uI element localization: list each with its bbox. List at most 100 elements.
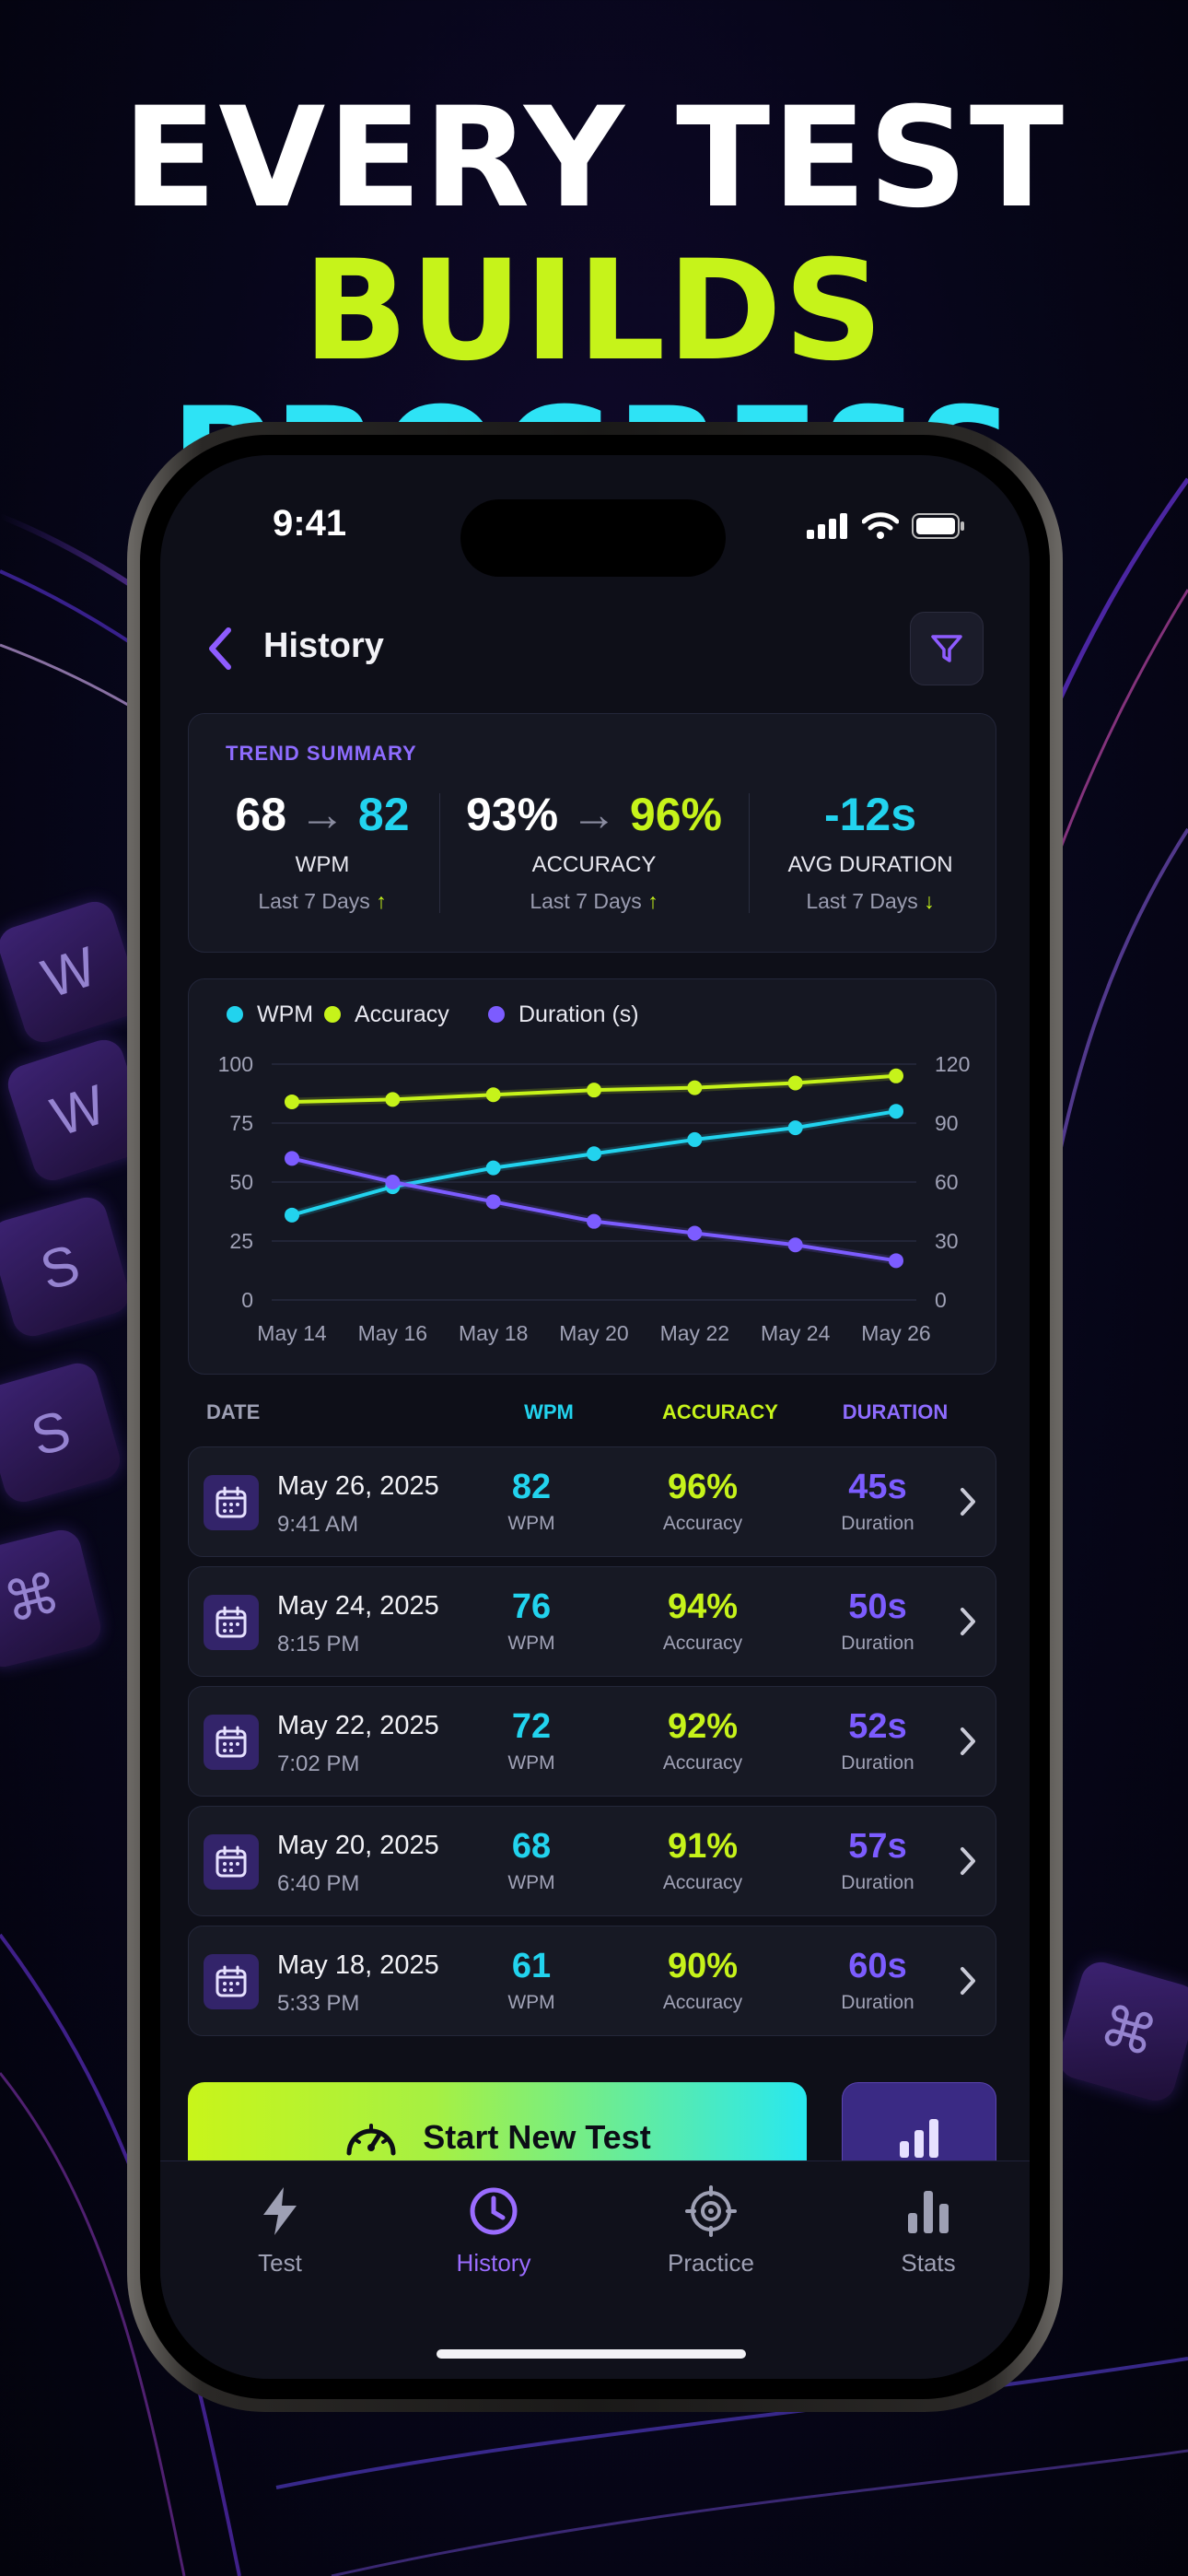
history-row[interactable]: May 18, 2025 5:33 PM 61 WPM 90% Accuracy… bbox=[188, 1926, 996, 2036]
legend-marker bbox=[227, 1006, 243, 1023]
row-duration-label: Duration bbox=[841, 1872, 914, 1893]
row-accuracy-label: Accuracy bbox=[662, 1752, 743, 1774]
row-wpm-value: 72 bbox=[511, 1707, 552, 1746]
calendar-icon bbox=[204, 1954, 259, 2009]
page-title: History bbox=[263, 626, 384, 665]
row-time: 7:02 PM bbox=[277, 1751, 360, 1776]
tab-test[interactable]: Test bbox=[188, 2185, 372, 2277]
history-row[interactable]: May 20, 2025 6:40 PM 68 WPM 91% Accuracy… bbox=[188, 1806, 996, 1916]
row-wpm: 68 WPM bbox=[458, 1827, 605, 1894]
battery-icon bbox=[912, 513, 964, 539]
keycap-label: W bbox=[34, 934, 104, 1010]
data-point-duration-s- bbox=[385, 1175, 401, 1189]
header-duration: DURATION bbox=[842, 1400, 949, 1423]
header-accuracy: ACCURACY bbox=[662, 1400, 778, 1423]
trend-up-icon: ↑ bbox=[647, 889, 658, 913]
tab-history[interactable]: History bbox=[402, 2185, 586, 2277]
data-point-wpm bbox=[787, 1120, 803, 1136]
row-accuracy-value: 91% bbox=[667, 1827, 739, 1866]
legend-marker bbox=[488, 1006, 505, 1023]
data-point-wpm bbox=[285, 1207, 299, 1223]
summary-wpm-period: Last 7 Days ↑ bbox=[207, 889, 437, 914]
row-time: 8:15 PM bbox=[277, 1632, 360, 1657]
data-point-duration-s- bbox=[889, 1253, 903, 1269]
row-wpm-value: 76 bbox=[511, 1587, 552, 1626]
row-duration: 50s Duration bbox=[804, 1587, 951, 1655]
tab-stats[interactable]: Stats bbox=[836, 2185, 1020, 2277]
row-accuracy-value: 96% bbox=[667, 1468, 739, 1506]
header-date: DATE bbox=[206, 1400, 261, 1423]
summary-wpm-period-text: Last 7 Days bbox=[258, 889, 370, 913]
arrow-right-icon: → bbox=[299, 789, 345, 840]
summary-divider bbox=[749, 793, 750, 913]
keycap-s: S bbox=[0, 1358, 125, 1507]
tab-practice[interactable]: Practice bbox=[619, 2185, 803, 2277]
y-right-tick-label: 0 bbox=[935, 1288, 947, 1312]
dynamic-island bbox=[460, 499, 726, 577]
bolt-icon bbox=[263, 2187, 297, 2235]
data-point-accuracy bbox=[787, 1075, 803, 1091]
row-duration: 60s Duration bbox=[804, 1947, 951, 2014]
history-row[interactable]: May 22, 2025 7:02 PM 72 WPM 92% Accuracy… bbox=[188, 1686, 996, 1797]
summary-accuracy-from: 93% bbox=[466, 789, 559, 840]
summary-wpm: 68 → 82 WPM Last 7 Days ↑ bbox=[207, 788, 437, 914]
x-tick-label: May 26 bbox=[861, 1321, 930, 1345]
trend-chart-card: 100 75 50 25 0 120 90 60 30 0 May 14 May 16 May 18 Ma… bbox=[188, 978, 996, 1375]
x-tick-label: May 24 bbox=[761, 1321, 831, 1345]
row-accuracy-label: Accuracy bbox=[662, 1513, 743, 1534]
trend-summary-title: TREND SUMMARY bbox=[226, 742, 417, 765]
trend-up-icon: ↑ bbox=[376, 889, 387, 913]
bar-chart-icon bbox=[908, 2191, 949, 2233]
row-wpm-label: WPM bbox=[507, 1513, 555, 1534]
data-point-duration-s- bbox=[285, 1151, 299, 1166]
row-accuracy-value: 90% bbox=[667, 1947, 739, 1985]
summary-wpm-to: 82 bbox=[357, 789, 410, 840]
status-time: 9:41 bbox=[273, 503, 347, 544]
summary-duration-value: -12s bbox=[823, 789, 917, 840]
row-date: May 24, 2025 bbox=[277, 1591, 439, 1621]
data-point-accuracy bbox=[687, 1080, 703, 1095]
row-date: May 18, 2025 bbox=[277, 1950, 439, 1980]
summary-wpm-from: 68 bbox=[235, 789, 287, 840]
keycap-cmd: ⌘ bbox=[0, 1526, 105, 1671]
row-wpm-label: WPM bbox=[507, 1752, 555, 1774]
back-chevron-icon[interactable] bbox=[197, 621, 243, 676]
trend-down-icon: ↓ bbox=[924, 889, 935, 913]
row-accuracy-label: Accuracy bbox=[662, 1633, 743, 1654]
home-indicator bbox=[437, 2349, 746, 2359]
keycap-label: W bbox=[43, 1072, 113, 1148]
history-row[interactable]: May 26, 2025 9:41 AM 82 WPM 96% Accuracy… bbox=[188, 1446, 996, 1557]
summary-duration-label: AVG DURATION bbox=[787, 852, 953, 877]
header-wpm: WPM bbox=[524, 1400, 574, 1423]
trend-summary-card: TREND SUMMARY 68 → 82 WPM Last 7 Days ↑ … bbox=[188, 713, 996, 953]
row-wpm-value: 61 bbox=[511, 1947, 552, 1985]
summary-accuracy-period-text: Last 7 Days bbox=[530, 889, 642, 913]
x-tick-label: May 14 bbox=[257, 1321, 327, 1345]
row-time: 9:41 AM bbox=[277, 1512, 359, 1537]
nav-bar: History bbox=[197, 612, 993, 685]
speedometer-icon bbox=[346, 2124, 396, 2156]
tab-history-label: History bbox=[456, 2249, 531, 2277]
row-duration-value: 57s bbox=[848, 1827, 907, 1866]
calendar-icon bbox=[204, 1715, 259, 1770]
x-tick-label: May 18 bbox=[459, 1321, 528, 1345]
y-right-tick-label: 120 bbox=[935, 1052, 970, 1076]
history-row[interactable]: May 24, 2025 8:15 PM 76 WPM 94% Accuracy… bbox=[188, 1566, 996, 1677]
data-point-accuracy bbox=[385, 1092, 401, 1107]
summary-accuracy-label: ACCURACY bbox=[531, 852, 657, 877]
legend-label: Accuracy bbox=[355, 1001, 449, 1027]
calendar-icon bbox=[204, 1595, 259, 1650]
filter-button[interactable] bbox=[910, 612, 984, 685]
x-tick-label: May 22 bbox=[660, 1321, 729, 1345]
data-point-accuracy bbox=[485, 1087, 501, 1103]
status-icons bbox=[807, 512, 965, 540]
series-line-duration-s- bbox=[291, 1156, 897, 1263]
y-left-tick-label: 50 bbox=[229, 1170, 253, 1194]
keycap-cmd: ⌘ bbox=[1054, 1957, 1188, 2106]
data-point-duration-s- bbox=[485, 1194, 501, 1210]
row-wpm: 72 WPM bbox=[458, 1707, 605, 1774]
start-new-test-label: Start New Test bbox=[423, 2118, 651, 2156]
phone-bezel: 9:41 History TREND SUMMARY 68 → 82 WPM L… bbox=[140, 435, 1050, 2399]
summary-duration: -12s AVG DURATION Last 7 Days ↓ bbox=[760, 788, 981, 914]
